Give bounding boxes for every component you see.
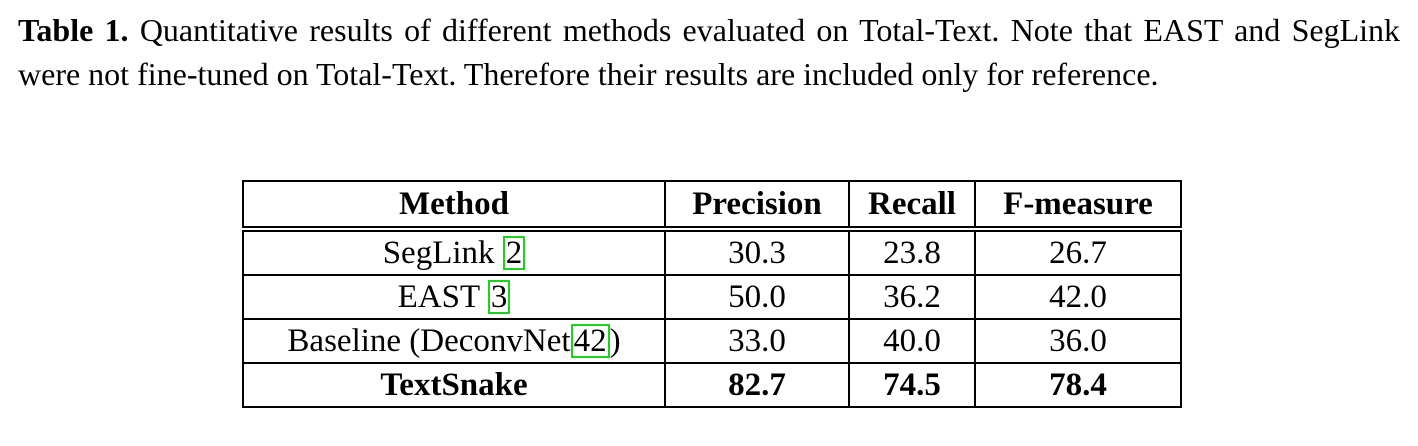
header-recall: Recall: [848, 180, 976, 230]
caption-label: Table 1.: [18, 12, 129, 48]
method-cell: EAST 3: [242, 274, 666, 320]
table-caption: Table 1. Quantitative results of differe…: [18, 8, 1400, 96]
method-cell: SegLink 2: [242, 226, 666, 276]
header-precision: Precision: [664, 180, 850, 230]
fmeasure-cell: 26.7: [974, 226, 1182, 276]
method-name: EAST: [397, 278, 488, 315]
method-name: Baseline (DeconvNet: [287, 322, 571, 359]
citation-link[interactable]: 42: [570, 323, 610, 358]
method-cell: Baseline (DeconvNet42): [242, 318, 666, 364]
precision-cell: 50.0: [664, 274, 850, 320]
precision-cell: 82.7: [664, 362, 850, 408]
method-cell: TextSnake: [242, 362, 666, 408]
table-row-highlight: TextSnake 82.7 74.5 78.4: [242, 362, 1182, 408]
table-row: SegLink 2 30.3 23.8 26.7: [242, 226, 1182, 276]
table-header-row: Method Precision Recall F-measure: [242, 180, 1182, 230]
recall-cell: 40.0: [848, 318, 976, 364]
precision-cell: 33.0: [664, 318, 850, 364]
recall-cell: 36.2: [848, 274, 976, 320]
recall-cell: 23.8: [848, 226, 976, 276]
citation-link[interactable]: 3: [487, 279, 511, 314]
fmeasure-cell: 42.0: [974, 274, 1182, 320]
fmeasure-cell: 78.4: [974, 362, 1182, 408]
table-row: EAST 3 50.0 36.2 42.0: [242, 274, 1182, 320]
method-suffix: ): [609, 322, 621, 359]
citation-link[interactable]: 2: [502, 235, 526, 270]
fmeasure-cell: 36.0: [974, 318, 1182, 364]
header-method: Method: [242, 180, 666, 230]
method-name: SegLink: [382, 234, 503, 271]
precision-cell: 30.3: [664, 226, 850, 276]
results-table: Method Precision Recall F-measure SegLin…: [242, 180, 1182, 408]
recall-cell: 74.5: [848, 362, 976, 408]
results-table-wrapper: Method Precision Recall F-measure SegLin…: [242, 180, 1182, 408]
header-fmeasure: F-measure: [974, 180, 1182, 230]
table-row: Baseline (DeconvNet42) 33.0 40.0 36.0: [242, 318, 1182, 364]
caption-text: Quantitative results of different method…: [18, 12, 1401, 92]
